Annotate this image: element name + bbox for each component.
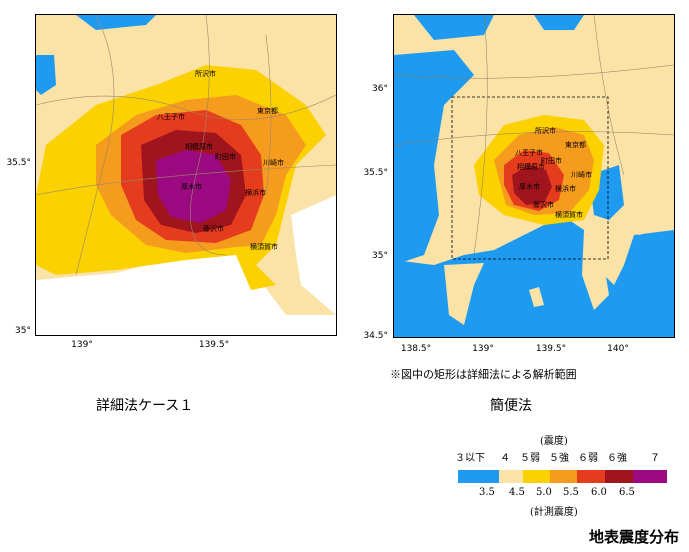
figure-title: 地表震度分布 [588, 528, 679, 546]
city-label: 厚木市 [181, 183, 202, 191]
instrumental-value: 3.5 [479, 487, 495, 498]
right-y-tick: 35.5° [363, 168, 388, 178]
intensity-title: (震度) [540, 436, 568, 447]
left-city-labels: 所沢市 東京都 八王子市 相模原市 町田市 川崎市 厚木市 横浜市 藤沢市 横須… [35, 14, 335, 334]
left-map-caption: 詳細法ケース１ [96, 398, 194, 414]
city-label: 厚木市 [519, 183, 540, 191]
city-label: 町田市 [541, 157, 562, 165]
instrumental-title: (計測震度) [530, 507, 578, 518]
city-label: 横須賀市 [555, 211, 583, 219]
intensity-class-label: ６弱 [578, 453, 598, 464]
intensity-class-label: ６強 [607, 453, 627, 464]
left-x-tick: 139° [71, 340, 93, 350]
color-swatch [577, 470, 605, 483]
right-x-tick: 138.5° [400, 344, 432, 354]
left-map-graphic [36, 15, 336, 335]
city-label: 横浜市 [245, 189, 266, 197]
instrumental-value: 5.5 [563, 487, 579, 498]
intensity-class-label: ５強 [549, 453, 569, 464]
city-label: 相模原市 [185, 143, 213, 151]
intensity-class-label: ５弱 [520, 453, 540, 464]
city-label: 所沢市 [195, 70, 216, 78]
city-label: 所沢市 [535, 127, 556, 135]
right-map-caption: 簡便法 [490, 398, 532, 414]
instrumental-value: 5.0 [536, 487, 552, 498]
right-y-tick: 36° [372, 84, 388, 94]
city-label: 相模原市 [517, 163, 545, 171]
right-map-graphic [394, 15, 674, 337]
color-swatch [605, 470, 633, 483]
instrumental-value: 4.5 [509, 487, 525, 498]
right-city-labels: 所沢市 東京都 八王子市 相模原市 町田市 川崎市 厚木市 横浜市 藤沢市 横須… [393, 14, 673, 336]
city-label: 藤沢市 [533, 201, 554, 209]
intensity-class-label: ４ [500, 453, 510, 464]
left-x-tick: 139.5° [198, 340, 230, 350]
intensity-class-label: ７ [650, 453, 660, 464]
city-label: 横浜市 [555, 185, 576, 193]
right-x-tick: 139° [472, 344, 494, 354]
color-swatch [633, 470, 667, 483]
city-label: 横須賀市 [250, 243, 278, 251]
intensity-class-label: ３以下 [455, 453, 485, 464]
city-label: 藤沢市 [203, 225, 224, 233]
color-swatch [458, 470, 499, 483]
right-x-tick: 140° [607, 344, 629, 354]
color-swatch [499, 470, 523, 483]
right-x-tick: 139.5° [535, 344, 567, 354]
city-label: 川崎市 [263, 159, 284, 167]
analysis-range-note: ※図中の矩形は詳細法による解析範囲 [390, 368, 577, 381]
right-y-tick: 35° [372, 251, 388, 261]
right-y-tick: 34.5° [363, 331, 388, 341]
right-intensity-map [393, 14, 675, 338]
color-swatch [550, 470, 577, 483]
city-label: 八王子市 [157, 113, 185, 121]
left-y-tick: 35° [15, 326, 31, 336]
instrumental-value: 6.0 [591, 487, 607, 498]
city-label: 川崎市 [571, 171, 592, 179]
city-label: 八王子市 [515, 149, 543, 157]
city-label: 町田市 [215, 153, 236, 161]
city-label: 東京都 [257, 107, 278, 115]
instrumental-value: 6.5 [619, 487, 635, 498]
city-label: 東京都 [565, 141, 586, 149]
left-y-tick: 35.5° [6, 158, 31, 168]
left-intensity-map [35, 14, 337, 336]
color-swatch [523, 470, 550, 483]
